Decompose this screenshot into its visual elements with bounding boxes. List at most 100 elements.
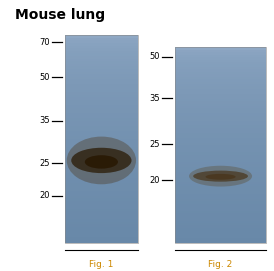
Bar — [175, 223, 266, 225]
Bar — [175, 130, 266, 133]
Bar — [65, 170, 138, 173]
Bar — [175, 199, 266, 201]
Bar — [175, 143, 266, 145]
Bar — [175, 145, 266, 147]
Bar — [65, 79, 138, 82]
Bar — [175, 162, 266, 164]
Bar — [65, 201, 138, 204]
Bar — [175, 182, 266, 184]
Bar — [65, 118, 138, 121]
Bar — [65, 209, 138, 211]
Bar — [65, 40, 138, 43]
Bar — [65, 204, 138, 206]
Bar — [65, 219, 138, 222]
Bar — [65, 56, 138, 59]
Text: Fig. 1: Fig. 1 — [89, 260, 113, 269]
Bar — [175, 233, 266, 235]
Bar — [65, 90, 138, 92]
Bar — [175, 133, 266, 135]
Bar — [175, 89, 266, 91]
Bar — [65, 131, 138, 134]
Bar — [175, 196, 266, 199]
Bar — [175, 99, 266, 101]
Bar — [65, 165, 138, 167]
Bar — [175, 152, 266, 155]
Bar — [175, 174, 266, 177]
Bar — [65, 61, 138, 64]
Bar — [65, 74, 138, 77]
Bar — [175, 106, 266, 108]
Bar — [175, 238, 266, 240]
Bar — [175, 69, 266, 72]
Bar — [175, 84, 266, 86]
Text: 20: 20 — [149, 176, 159, 185]
Bar — [175, 125, 266, 128]
Bar — [175, 177, 266, 179]
Bar — [175, 82, 266, 84]
Bar — [65, 48, 138, 51]
Bar — [175, 228, 266, 230]
Bar — [175, 186, 266, 189]
Bar — [175, 91, 266, 94]
Bar — [65, 214, 138, 217]
Bar — [175, 72, 266, 74]
Bar — [65, 224, 138, 227]
Bar — [65, 77, 138, 79]
Bar — [65, 188, 138, 191]
Bar — [175, 101, 266, 104]
Bar — [175, 157, 266, 160]
Text: 70: 70 — [39, 37, 50, 47]
Bar — [65, 193, 138, 196]
Bar — [65, 115, 138, 118]
Bar — [175, 113, 266, 116]
Bar — [175, 140, 266, 143]
Bar — [175, 179, 266, 182]
Bar — [175, 118, 266, 121]
Bar — [175, 86, 266, 89]
Bar — [65, 211, 138, 214]
Bar — [175, 240, 266, 243]
Bar — [175, 216, 266, 218]
Text: 50: 50 — [39, 73, 50, 82]
Bar — [65, 85, 138, 87]
Bar — [65, 175, 138, 178]
Bar — [65, 217, 138, 219]
Bar — [65, 128, 138, 131]
Bar — [175, 135, 266, 138]
Bar — [65, 180, 138, 183]
Bar — [175, 201, 266, 204]
Bar — [65, 160, 138, 162]
Bar — [175, 50, 266, 52]
Bar — [65, 66, 138, 69]
Bar — [65, 141, 138, 144]
Bar — [65, 110, 138, 113]
Bar — [65, 227, 138, 230]
Bar — [65, 237, 138, 240]
Bar — [175, 211, 266, 213]
Bar — [65, 103, 138, 105]
Bar — [175, 194, 266, 196]
Bar — [65, 53, 138, 56]
Ellipse shape — [189, 166, 252, 186]
Bar — [175, 147, 266, 150]
Bar — [65, 157, 138, 160]
Bar — [175, 164, 266, 167]
Bar — [65, 43, 138, 46]
Bar — [175, 55, 266, 57]
Bar — [65, 230, 138, 232]
Bar — [65, 59, 138, 61]
Bar — [65, 235, 138, 237]
Bar — [175, 79, 266, 82]
Bar — [175, 116, 266, 118]
Bar — [175, 96, 266, 99]
Bar — [65, 162, 138, 165]
Bar — [65, 38, 138, 40]
Bar — [175, 191, 266, 194]
Bar — [65, 206, 138, 209]
Bar — [65, 186, 138, 188]
Bar — [65, 87, 138, 90]
Bar — [65, 51, 138, 53]
Bar — [65, 144, 138, 147]
Bar — [175, 213, 266, 216]
Bar — [65, 222, 138, 224]
